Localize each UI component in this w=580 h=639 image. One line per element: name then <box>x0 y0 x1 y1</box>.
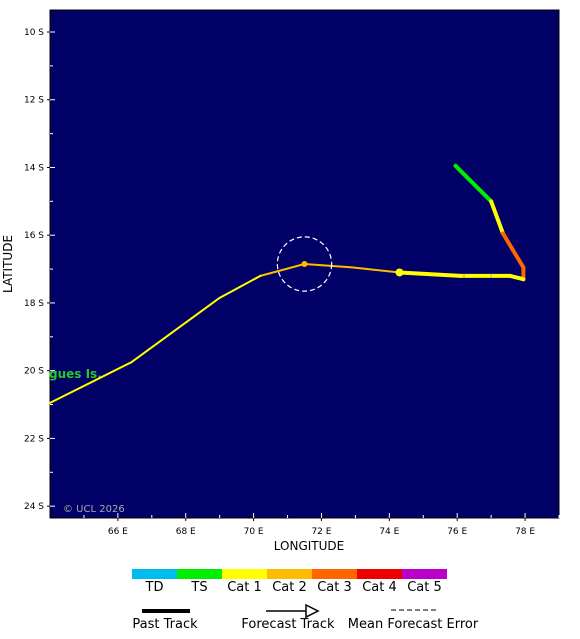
current-position-dot <box>395 268 404 277</box>
past-track-label: Past Track <box>132 617 198 632</box>
y-tick-label: 16 S <box>24 231 44 241</box>
x-tick-label: 74 E <box>379 527 399 537</box>
forecast-segment <box>130 296 221 364</box>
past-segment <box>507 273 526 282</box>
past-segment <box>501 231 526 270</box>
y-tick-label: 12 S <box>24 96 44 106</box>
x-tick-label: 66 E <box>108 527 128 537</box>
legend-past-track: Past Track <box>132 609 198 632</box>
copyright-text: © UCL 2026 <box>63 504 125 515</box>
x-tick-label: 72 E <box>311 527 331 537</box>
legend-swatch-cat-3 <box>312 569 357 579</box>
forecast-segment <box>303 263 354 269</box>
forecast-segment <box>259 263 306 277</box>
forecast-track <box>49 263 401 404</box>
legend-forecast-track: Forecast Track <box>241 603 335 632</box>
legend-swatch-cat-2 <box>267 569 312 579</box>
legend-swatch-cat-4 <box>357 569 402 579</box>
y-tick-label: 20 S <box>24 367 44 377</box>
y-tick-label: 10 S <box>24 28 44 38</box>
y-tick-label: 24 S <box>24 502 44 512</box>
legend-label-cat-5: Cat 5 <box>407 580 442 595</box>
map-frame <box>49 9 560 519</box>
legend-label-cat-2: Cat 2 <box>272 580 307 595</box>
legend-label-cat-1: Cat 1 <box>227 580 262 595</box>
x-tick-label: 68 E <box>176 527 196 537</box>
track-markers <box>276 236 492 292</box>
past-segment <box>453 163 494 204</box>
forecast-arrow-icon <box>305 603 320 619</box>
x-tick-label: 76 E <box>447 527 467 537</box>
legend-label-cat-3: Cat 3 <box>317 580 352 595</box>
forecast-error-circle <box>276 236 333 292</box>
error-label: Mean Forecast Error <box>348 617 479 632</box>
y-tick-label: 18 S <box>24 299 44 309</box>
legend-label-ts: TS <box>190 580 207 595</box>
legend-swatch-ts <box>177 569 222 579</box>
legend-swatch-td <box>132 569 177 579</box>
x-tick-label: 78 E <box>515 527 535 537</box>
past-track <box>397 163 526 282</box>
x-axis-title: LONGITUDE <box>274 539 344 553</box>
legend-label-cat-4: Cat 4 <box>362 580 397 595</box>
forecast-position-dot <box>301 261 308 267</box>
forecast-track-label: Forecast Track <box>241 617 335 632</box>
forecast-segment <box>49 361 133 404</box>
category-legend: TD TS Cat 1 Cat 2 Cat 3 Cat 4 Cat 5 <box>132 569 447 595</box>
forecast-segment <box>351 266 401 274</box>
legend-error: Mean Forecast Error <box>348 609 479 632</box>
axis-ticks: 66 E 68 E 70 E 72 E 74 E 76 E 78 E 10 S 12 S 14 S… <box>24 28 560 537</box>
x-tick-label: 70 E <box>244 527 264 537</box>
y-tick-label: 22 S <box>24 434 44 444</box>
y-tick-label: 14 S <box>24 163 44 173</box>
past-segment <box>489 199 506 236</box>
legend-label-td: TD <box>145 580 164 595</box>
legend-swatch-cat-5 <box>402 569 447 579</box>
y-axis-title: LATITUDE <box>1 235 15 293</box>
legend-swatch-cat-1 <box>222 569 267 579</box>
past-segment <box>397 270 463 278</box>
forecast-segment <box>218 274 262 299</box>
place-label: gues Is. <box>49 367 102 381</box>
